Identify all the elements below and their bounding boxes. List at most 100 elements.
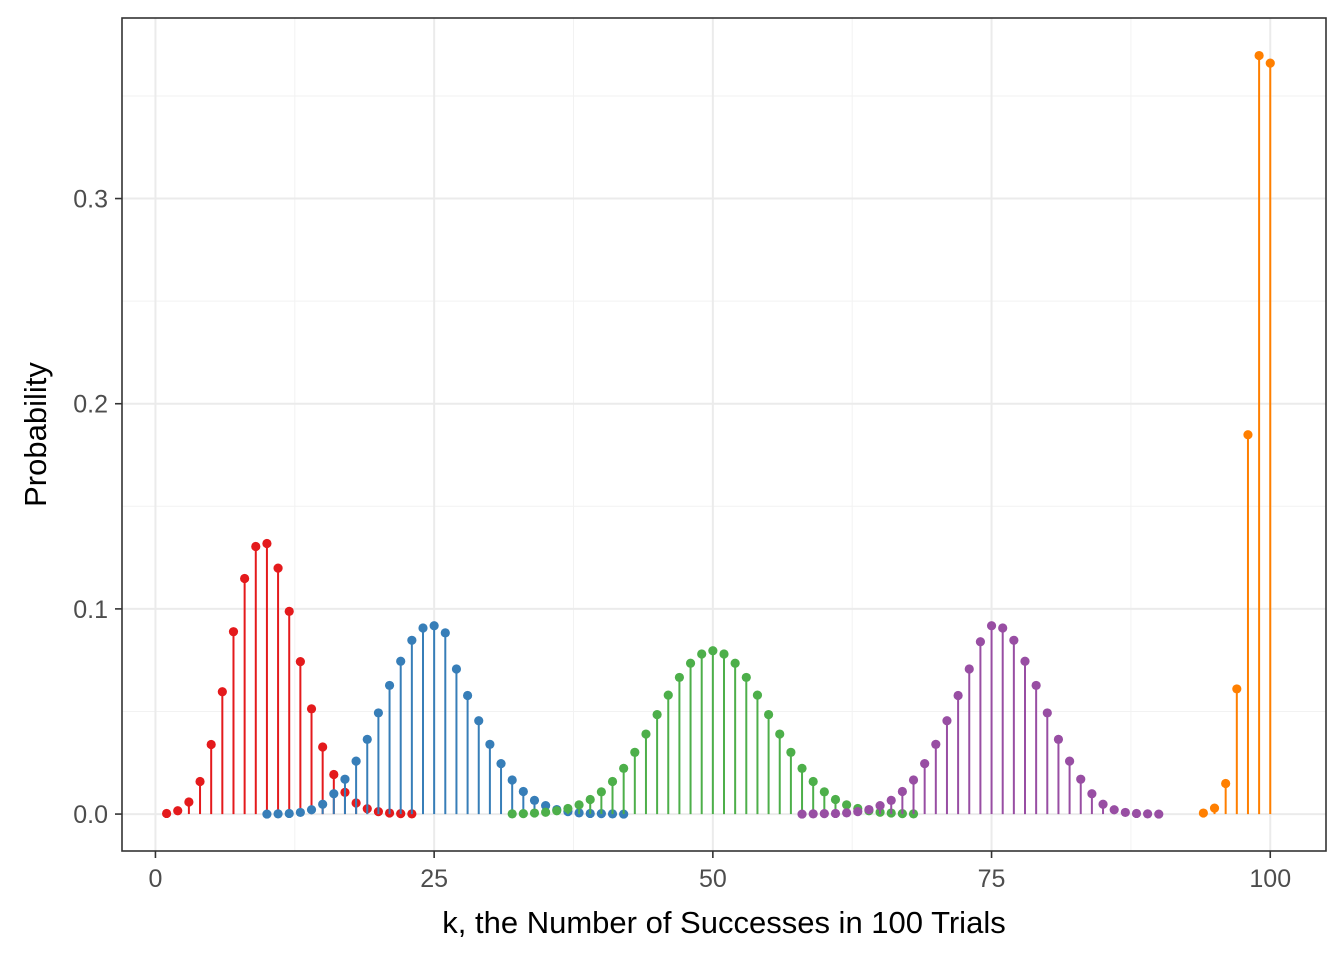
data-point <box>295 807 305 818</box>
data-point <box>440 628 450 638</box>
data-point <box>730 658 740 668</box>
data-point <box>485 739 495 749</box>
data-point <box>975 637 986 647</box>
data-point <box>1209 803 1220 813</box>
x-tick-label: 50 <box>699 865 727 893</box>
data-point <box>407 635 417 645</box>
data-point <box>474 716 484 726</box>
data-point <box>998 623 1008 633</box>
y-tick-label: 0.2 <box>73 391 108 419</box>
data-point <box>273 809 283 819</box>
data-point <box>719 649 729 659</box>
data-point <box>362 734 372 744</box>
data-point <box>273 563 283 573</box>
data-point <box>875 801 885 811</box>
data-point <box>329 769 339 780</box>
data-point <box>1143 809 1153 819</box>
y-tick-label: 0.1 <box>73 596 108 624</box>
data-point <box>797 809 807 819</box>
data-point <box>886 795 896 805</box>
data-point <box>496 758 506 769</box>
data-point <box>1232 684 1242 694</box>
data-point <box>808 809 818 819</box>
data-point <box>585 794 595 805</box>
data-point <box>418 623 428 633</box>
data-point <box>1031 680 1041 691</box>
data-point <box>384 680 395 691</box>
data-point <box>808 776 818 787</box>
data-point <box>462 690 473 701</box>
data-point <box>752 690 763 700</box>
data-point <box>741 672 751 683</box>
data-point <box>552 806 562 816</box>
y-tick-label: 0.0 <box>73 801 108 829</box>
data-point <box>920 758 930 769</box>
data-point <box>541 801 551 811</box>
data-marks <box>161 50 1275 819</box>
data-point <box>195 776 205 787</box>
data-point <box>1254 50 1264 61</box>
data-point <box>228 627 239 637</box>
data-point <box>507 775 517 785</box>
data-point <box>251 541 261 552</box>
data-point <box>652 709 662 720</box>
x-tick-label: 25 <box>420 865 448 893</box>
data-point <box>541 807 551 817</box>
y-tick-label: 0.3 <box>73 186 108 214</box>
data-point <box>240 573 250 584</box>
data-point <box>708 646 718 656</box>
data-point <box>351 756 361 766</box>
data-point <box>607 776 618 787</box>
data-point <box>1120 807 1130 818</box>
data-point <box>217 687 227 697</box>
data-point <box>1009 635 1019 645</box>
series-4 <box>797 621 1164 819</box>
data-point <box>429 621 439 631</box>
data-point <box>161 808 172 819</box>
data-point <box>797 763 807 773</box>
axes: 0 25 50 75 100 0.0 0.1 0.2 0.3 <box>73 186 1291 893</box>
data-point <box>953 690 963 701</box>
data-point <box>630 747 640 757</box>
plot-panel-border <box>121 17 1327 852</box>
data-point <box>897 786 907 797</box>
data-point <box>173 806 183 816</box>
series-2 <box>262 621 629 819</box>
data-point <box>1198 808 1208 818</box>
data-point <box>596 787 606 797</box>
data-point <box>1064 756 1075 766</box>
data-point <box>284 808 294 819</box>
x-axis-title: k, the Number of Successes in 100 Trials <box>442 905 1005 940</box>
data-point <box>697 649 707 659</box>
data-point <box>295 657 305 667</box>
data-point <box>507 809 517 819</box>
data-point <box>641 729 651 739</box>
data-point <box>763 709 774 720</box>
x-tick-label: 100 <box>1249 865 1291 893</box>
data-point <box>674 672 685 683</box>
data-point <box>775 729 785 739</box>
data-point <box>1020 656 1030 666</box>
data-point <box>908 775 919 785</box>
data-point <box>1221 778 1231 789</box>
data-point <box>284 606 294 616</box>
data-point <box>942 716 952 726</box>
data-point <box>1243 430 1253 440</box>
data-point <box>184 797 194 807</box>
x-tick-label: 75 <box>978 865 1006 893</box>
data-point <box>619 763 629 773</box>
data-point <box>1098 799 1108 809</box>
data-point <box>1053 734 1064 744</box>
data-point <box>329 789 339 799</box>
data-point <box>518 809 528 819</box>
data-point <box>262 809 272 819</box>
data-point <box>819 809 829 819</box>
x-tick-label: 0 <box>148 865 162 893</box>
data-point <box>663 690 673 700</box>
y-axis-title: Probability <box>18 362 53 507</box>
data-point <box>306 805 317 815</box>
data-point <box>853 807 863 817</box>
data-point <box>964 664 974 674</box>
